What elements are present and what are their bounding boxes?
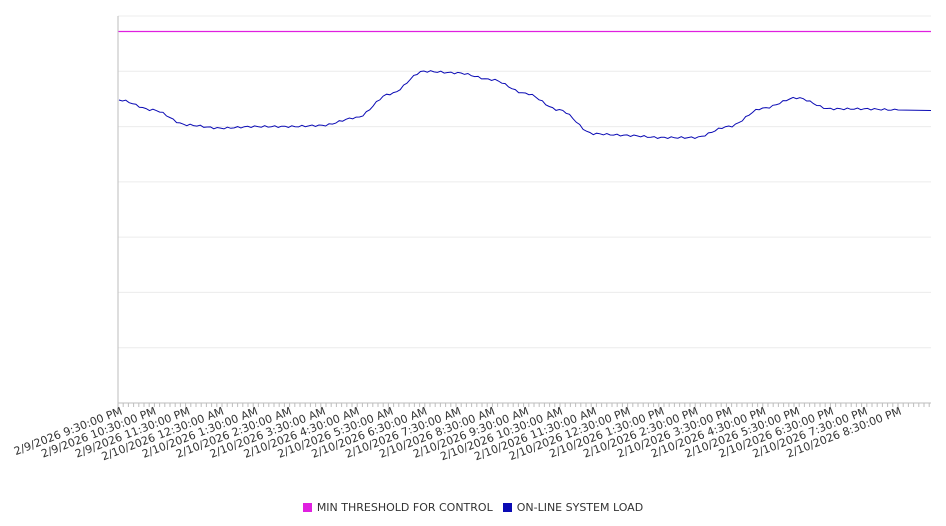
x-tick-labels: 2/9/2026 9:30:00 PM2/9/2026 10:30:00 PM2… — [12, 405, 903, 464]
legend: MIN THRESHOLD FOR CONTROL ON-LINE SYSTEM… — [0, 498, 946, 516]
axes — [117, 16, 931, 407]
legend-label-min-threshold: MIN THRESHOLD FOR CONTROL — [316, 500, 493, 514]
series-line-system-load — [118, 70, 932, 140]
gridlines — [118, 15, 931, 349]
legend-swatch-system-load — [502, 502, 512, 512]
series-lines — [118, 30, 932, 140]
legend-swatch-min-threshold — [302, 502, 312, 512]
legend-item-min-threshold: MIN THRESHOLD FOR CONTROL — [302, 500, 493, 514]
legend-item-system-load: ON-LINE SYSTEM LOAD — [502, 500, 644, 514]
legend-label-system-load: ON-LINE SYSTEM LOAD — [516, 500, 644, 514]
